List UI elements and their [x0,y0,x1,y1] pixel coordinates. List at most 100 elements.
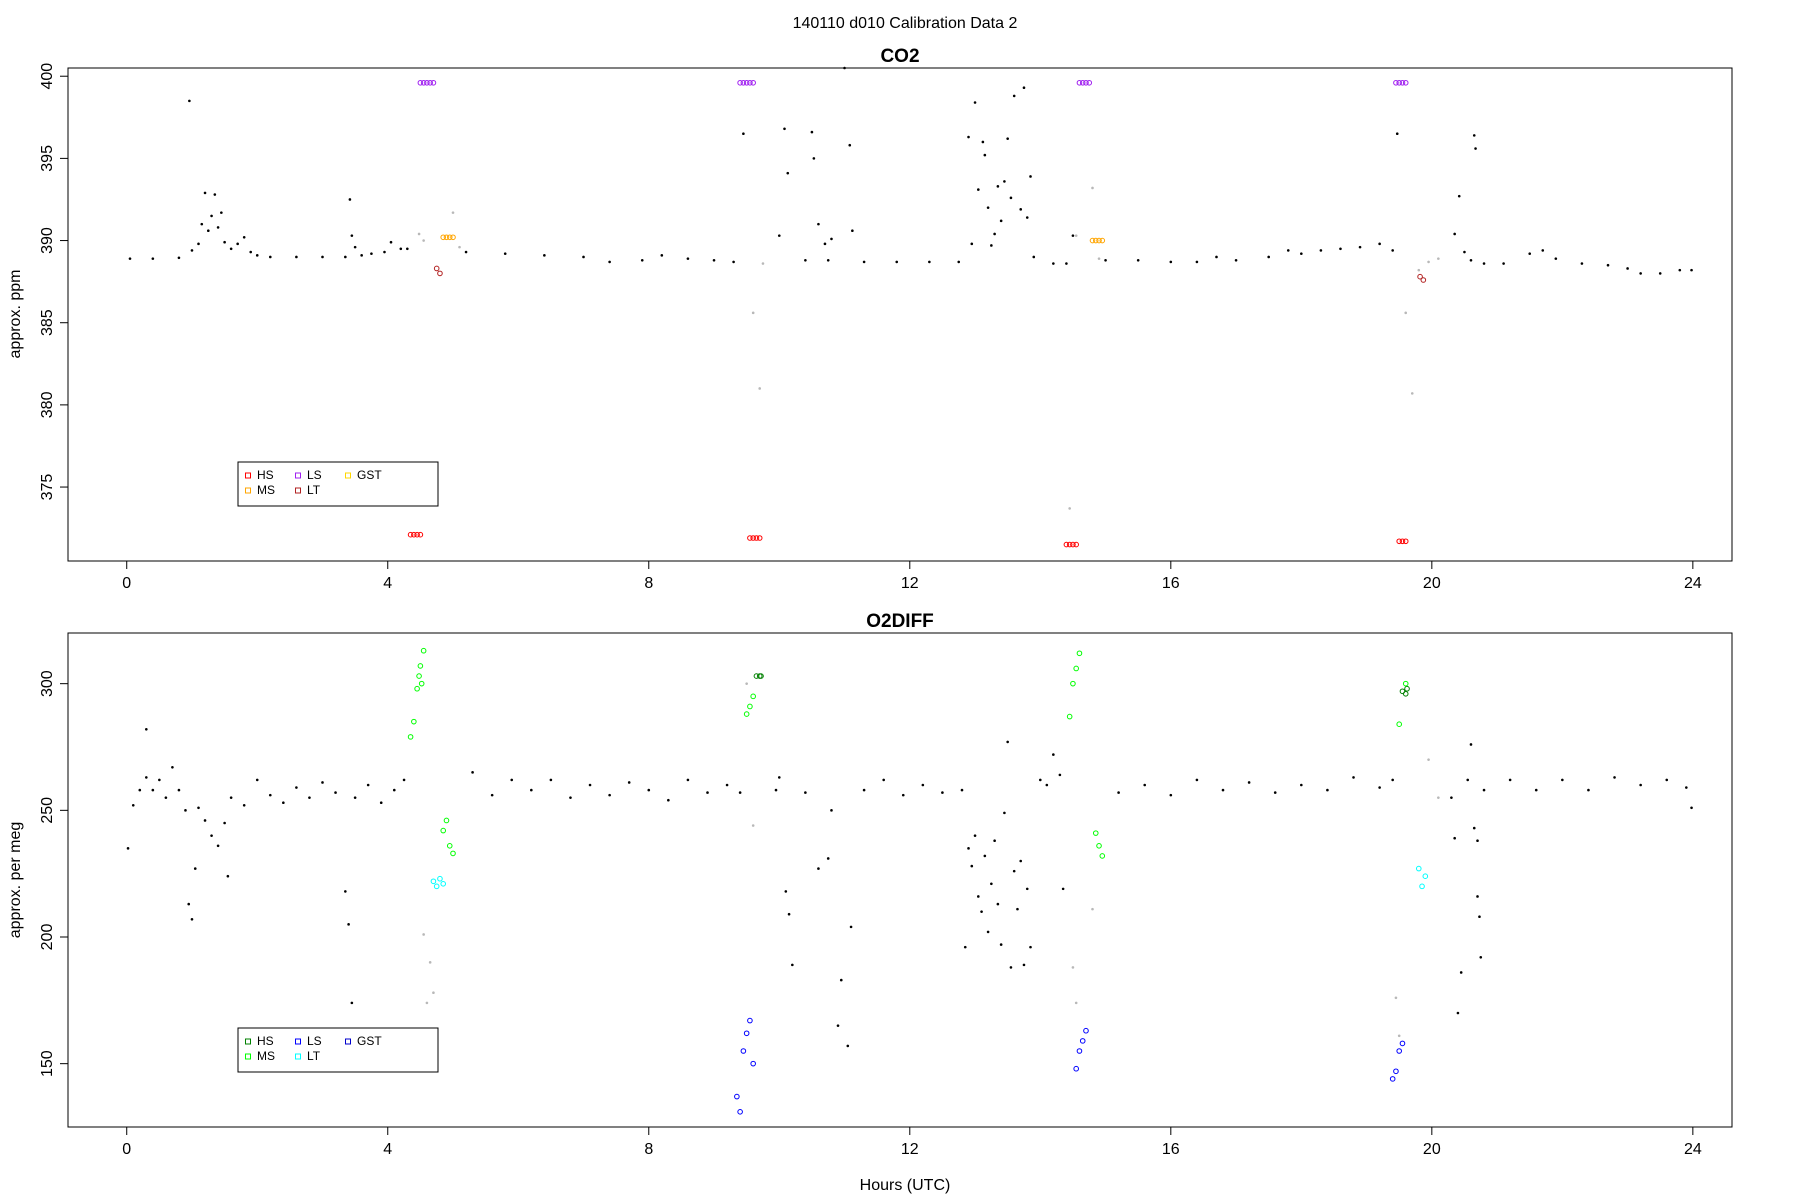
co2-x-tick-label: 12 [901,575,919,592]
co2-x-tick-label: 16 [1162,575,1180,592]
o2diff-data-point [999,943,1003,946]
co2-data-point [1358,245,1362,249]
co2-y-tick-label: 385 [39,309,56,336]
o2diff-data-point [417,663,424,669]
o2diff-data-point [510,778,514,782]
co2-data-point [957,260,961,264]
o2diff-data-point [1453,836,1456,840]
o2diff-data-point [967,847,970,850]
o2diff-data-point [1459,971,1463,974]
o2diff-data-point [1073,1065,1079,1072]
co2-data-point [216,226,220,229]
o2diff-x-tick-label: 24 [1684,1141,1702,1158]
o2diff-data-point [751,824,755,827]
co2-data-point [1402,79,1409,86]
co2-data-point [1469,258,1473,262]
co2-data-point [1083,79,1089,86]
co2-data-point [370,252,373,255]
co2-data-point [1678,268,1682,272]
co2-data-point [1606,263,1610,267]
o2diff-data-point [414,685,420,692]
o2diff-data-point [1099,853,1106,859]
co2-legend-label: HS [257,468,274,482]
co2-data-point [1554,257,1558,260]
o2diff-data-point [737,1109,743,1115]
co2-data-point [1528,252,1532,255]
co2-data-point [236,242,239,246]
co2-data-point [817,222,820,226]
co2-data-point [406,247,409,251]
o2diff-data-point [242,803,246,807]
o2diff-data-point [295,786,298,789]
co2-y-tick-label: 375 [39,474,56,501]
o2diff-data-point [667,798,670,802]
o2diff-data-point [1450,796,1453,799]
o2diff-data-point [743,1030,750,1037]
o2diff-data-point [1091,907,1094,911]
o2diff-data-point [1665,778,1669,782]
o2diff-data-point [443,817,450,824]
co2-data-point [1006,137,1009,140]
co2-data-point [750,535,756,541]
o2diff-data-point [740,1048,747,1054]
o2diff-data-point [145,776,148,779]
co2-x-tick-label: 24 [1684,575,1702,592]
o2diff-data-point [471,771,474,774]
co2-data-point [973,101,977,104]
co2-data-point [1091,186,1094,190]
o2diff-data-point [839,978,843,982]
o2diff-x-axis: 0 4 8 12 16 20 24 [122,1126,1702,1158]
co2-x-tick-label: 4 [383,575,392,592]
co2-data-point [1463,250,1466,254]
co2-data-point [823,242,827,246]
o2diff-data-point [1394,996,1398,1000]
o2diff-data-point [1391,778,1394,782]
o2diff-data-point [1300,783,1303,787]
co2-data-point [737,79,743,86]
o2diff-data-point [804,791,807,794]
o2diff-data-point [1326,788,1329,792]
co2-data-point [1417,273,1423,280]
co2-data-point [1391,249,1394,252]
co2-legend-label: LT [307,483,321,497]
o2diff-data-point [446,843,453,849]
co2-data-point [756,535,763,541]
co2-x-tick-label: 8 [644,575,653,592]
co2-data-point [1395,132,1399,136]
o2diff-data-point [1404,685,1410,692]
co2-data-point [999,219,1003,223]
o2diff-data-point [706,791,709,794]
o2diff-data-point [425,1001,429,1005]
co2-data-point [1626,267,1629,270]
co2-data-point [458,245,461,249]
co2-data-point [1096,237,1102,244]
o2diff-data-point [921,783,925,787]
co2-data-point [200,222,204,226]
co2-data-point [268,255,272,259]
co2-data-point [1457,194,1461,198]
o2diff-panel: O2DIFF approx. per meg Hours (UTC) 0 4 8 12… [7,611,1733,1194]
co2-data-point [993,232,996,236]
o2diff-data-point [973,834,977,837]
o2diff-data-point [608,793,611,797]
o2diff-data-point [1143,783,1147,787]
o2diff-x-tick-label: 16 [1162,1141,1180,1158]
o2diff-data-point [901,793,905,797]
o2diff-data-point [1476,895,1479,898]
o2diff-data-point [647,788,651,792]
co2-x-axis: 0 4 8 12 16 20 24 [122,560,1702,592]
o2diff-data-point [411,718,417,725]
o2diff-data-point [1006,740,1009,744]
co2-data-point [1286,249,1290,252]
o2diff-legend-label: LT [307,1049,321,1063]
co2-data-point [424,79,430,86]
o2diff-data-point [379,801,383,805]
o2diff-data-point [184,809,187,812]
o2diff-data-point [745,682,748,685]
o2diff-data-point [428,961,432,964]
o2diff-data-point [836,1024,840,1027]
co2-data-point [255,254,259,257]
co2-data-point [1658,272,1662,275]
o2diff-data-point [1472,826,1476,830]
o2diff-data-point [1402,691,1409,697]
